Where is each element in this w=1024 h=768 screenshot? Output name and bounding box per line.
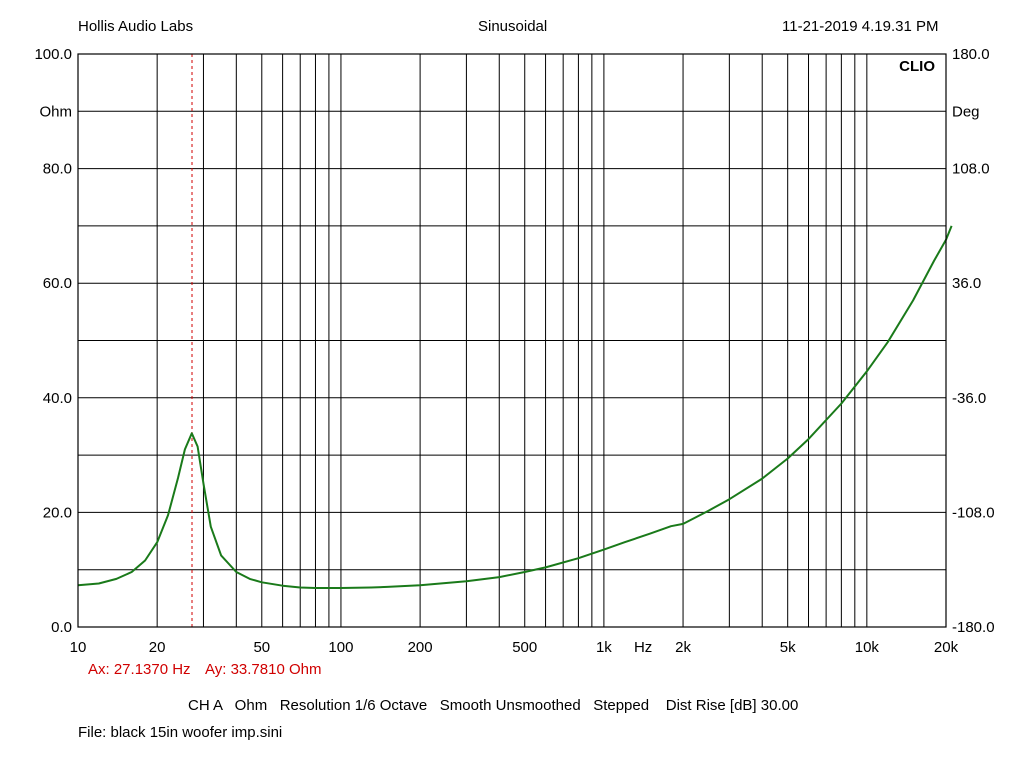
y-tick-label: 0.0: [51, 619, 72, 636]
y2-tick-label: 108.0: [952, 161, 990, 178]
plot-frame: [77, 53, 947, 628]
x-tick-label: 10k: [855, 639, 880, 656]
y-tick-label: 20.0: [43, 504, 72, 521]
header-timestamp: 11-21-2019 4.19.31 PM: [782, 18, 939, 35]
x-tick-label: 50: [253, 639, 270, 656]
file-line: File: black 15in woofer imp.sini: [78, 724, 283, 741]
y2-tick-label: -108.0: [952, 504, 995, 521]
curve-layer: [77, 225, 953, 589]
impedance-series-line: [77, 225, 953, 589]
y-tick-label: 40.0: [43, 390, 72, 407]
x-tick-label: 10: [70, 639, 87, 656]
x-tick-label: 20k: [934, 639, 959, 656]
y2-tick-label: -180.0: [952, 619, 995, 636]
x-tick-label: 200: [408, 639, 433, 656]
y-tick-label: 100.0: [34, 46, 72, 63]
y-tick-label: 80.0: [43, 161, 72, 178]
header-center-title: Sinusoidal: [478, 18, 548, 35]
grid-layer: [78, 54, 946, 627]
x-tick-label: 100: [328, 639, 353, 656]
y2-tick-label: 36.0: [952, 275, 981, 292]
header-left-title: Hollis Audio Labs: [78, 18, 194, 35]
x-tick-label: 1k: [596, 639, 612, 656]
x-tick-label: 2k: [675, 639, 691, 656]
axis-labels: CLIO 10 20 50 100 200 500 1k 2k 5k 10k 20k Hz 0.0 20.0…: [34, 46, 994, 656]
x-tick-label: 5k: [780, 639, 796, 656]
y2-axis-label: Deg: [952, 103, 980, 120]
y2-tick-label: 180.0: [952, 46, 990, 63]
plot-border: [77, 53, 947, 628]
cursor-y-readout: Ay: 33.7810 Ohm: [205, 661, 322, 678]
y-tick-label: 60.0: [43, 275, 72, 292]
y-axis-label: Ohm: [39, 103, 72, 120]
y2-tick-label: -36.0: [952, 390, 986, 407]
x-tick-label: 20: [149, 639, 166, 656]
x-axis-label: Hz: [634, 639, 652, 656]
settings-line: CH A Ohm Resolution 1/6 Octave Smooth Un…: [188, 697, 799, 714]
x-tick-label: 500: [512, 639, 537, 656]
clio-brand-label: CLIO: [899, 58, 935, 75]
cursor-x-readout: Ax: 27.1370 Hz: [88, 661, 191, 678]
